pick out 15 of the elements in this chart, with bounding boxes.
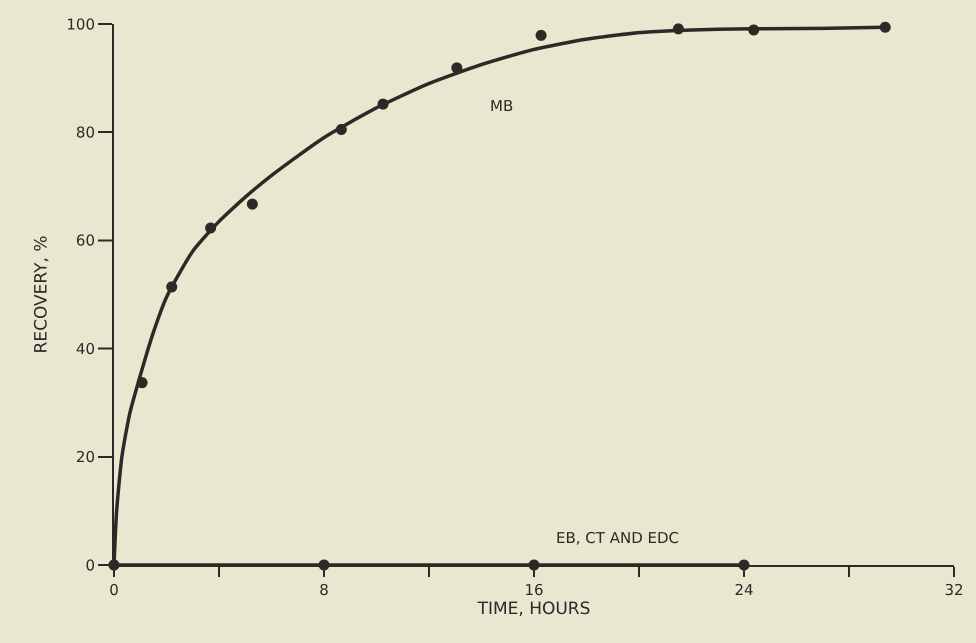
y-axis-title: RECOVERY, %	[31, 236, 52, 354]
x-tick-label: 16	[524, 581, 544, 599]
y-tick-label: 0	[85, 556, 95, 574]
text: MB	[490, 97, 514, 115]
y-tick-label: 40	[76, 340, 95, 358]
y-tick-label: 100	[66, 15, 95, 34]
y-tick-label: 60	[76, 232, 95, 250]
x-tick-label: 0	[109, 581, 119, 599]
y-tick-label: 80	[76, 123, 95, 142]
x-tick-label: 8	[319, 581, 329, 599]
series-label: EB, CT AND EDC	[556, 529, 680, 547]
y-tick-label: 20	[76, 448, 95, 466]
x-tick-label: 24	[734, 581, 754, 599]
x-tick-label: 32	[944, 581, 964, 599]
x-axis-title: TIME, HOURS	[476, 599, 590, 619]
